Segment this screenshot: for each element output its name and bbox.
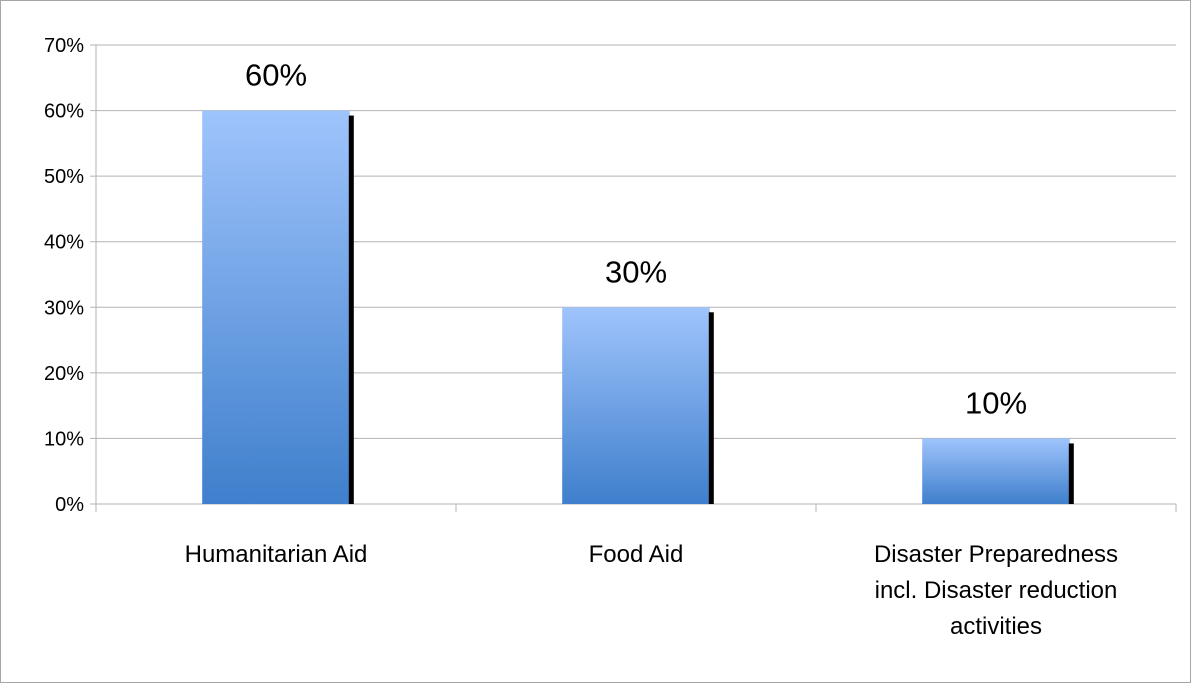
bar-shadow xyxy=(348,115,354,505)
y-tick-label: 30% xyxy=(44,297,84,319)
y-tick-label: 0% xyxy=(55,494,84,516)
bar xyxy=(922,438,1070,504)
data-label: 30% xyxy=(605,254,667,289)
y-tick-label: 40% xyxy=(44,232,84,254)
x-tick-label: Food Aid xyxy=(589,541,684,568)
x-tick-label: Humanitarian Aid xyxy=(185,541,368,568)
bar-shadow xyxy=(1068,443,1074,504)
data-label: 60% xyxy=(245,58,307,93)
y-tick-label: 60% xyxy=(44,101,84,123)
x-tick-label: activities xyxy=(950,613,1042,640)
y-tick-label: 10% xyxy=(44,428,84,450)
data-label: 10% xyxy=(965,385,1027,420)
bar xyxy=(562,307,710,504)
y-tick-label: 50% xyxy=(44,166,84,188)
labels: 0% 10% 20% 30% 40% 50% 60% 70% 60% Humanitarian A… xyxy=(44,35,1118,640)
y-tick-label: 20% xyxy=(44,363,84,385)
x-tick-label: incl. Disaster reduction xyxy=(875,577,1118,604)
bar xyxy=(202,110,350,505)
x-tick-label: Disaster Preparedness xyxy=(874,541,1118,568)
bar-shadow xyxy=(708,312,714,504)
y-tick-label: 70% xyxy=(44,35,84,57)
bars xyxy=(202,110,1074,505)
